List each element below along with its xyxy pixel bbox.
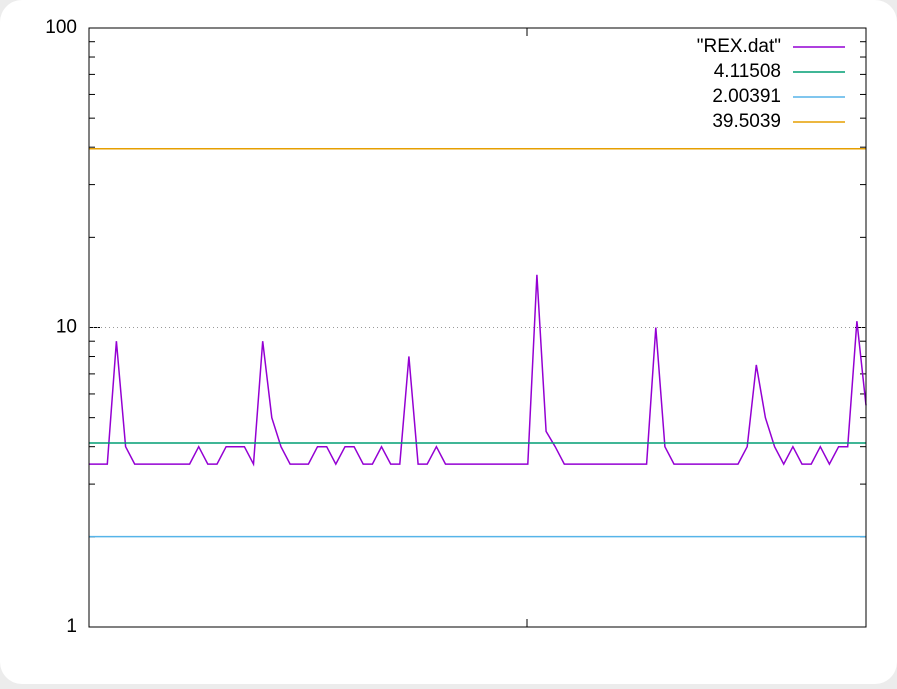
y-tick-label: 100 — [45, 17, 77, 38]
y-tick-label: 1 — [66, 616, 77, 637]
legend-label: 39.5039 — [712, 111, 781, 132]
legend-label: "REX.dat" — [697, 36, 781, 57]
legend-label: 4.11508 — [714, 61, 781, 82]
legend-label: 2.00391 — [712, 86, 781, 107]
data-line — [89, 274, 867, 467]
y-tick-label: 10 — [56, 317, 77, 338]
plot-border — [88, 27, 867, 628]
